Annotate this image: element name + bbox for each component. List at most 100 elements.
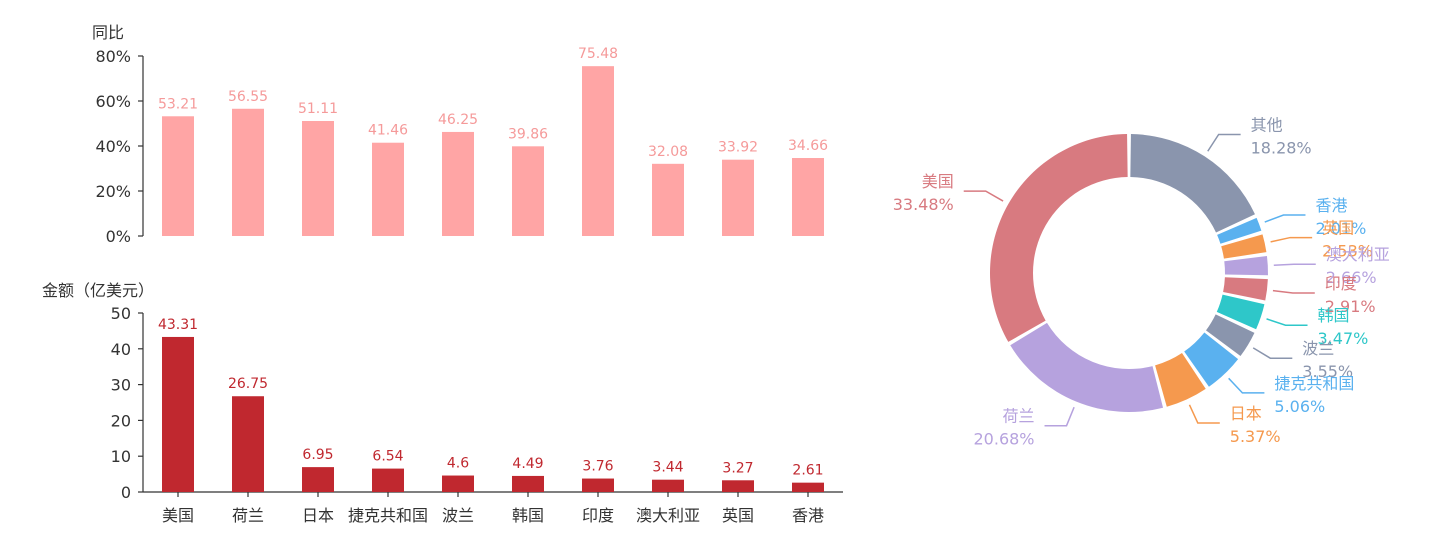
yoy-y-tick-label: 60%: [95, 92, 131, 111]
yoy-value-label: 34.66: [788, 138, 828, 154]
yoy-value-label: 32.08: [648, 144, 688, 160]
yoy-y-tick-label: 40%: [95, 137, 131, 156]
pie-slice: [1155, 353, 1206, 407]
pie-slice: [1217, 217, 1262, 244]
pie-slice-name: 捷克共和国: [1274, 374, 1354, 393]
amount-bar: [232, 396, 264, 492]
yoy-value-label: 41.46: [368, 123, 408, 139]
amount-bar: [162, 336, 194, 492]
amount-x-tick-label: 荷兰: [232, 506, 264, 525]
yoy-value-label: 53.21: [158, 96, 198, 112]
pie-leader-line: [1266, 318, 1308, 326]
pie-slice: [1224, 255, 1268, 276]
yoy-value-label: 46.25: [438, 112, 478, 128]
pie-slice-percent: 3.47%: [1318, 329, 1369, 348]
amount-y-tick-label: 40: [111, 340, 131, 359]
pie-slice-percent: 18.28%: [1251, 138, 1312, 157]
amount-axis-title: 金额（亿美元）: [42, 281, 154, 300]
pie-slice-percent: 33.48%: [893, 195, 954, 214]
pie-leader-line: [1044, 406, 1075, 427]
amount-y-tick-label: 10: [111, 447, 131, 466]
yoy-bar: [722, 159, 754, 236]
amount-value-label: 3.76: [582, 459, 613, 475]
pie-slice-name: 波兰: [1302, 339, 1334, 358]
amount-x-tick-label: 澳大利亚: [636, 506, 700, 525]
pie-leader-line: [1273, 263, 1316, 267]
pie-slice: [1221, 234, 1267, 259]
amount-value-label: 3.44: [652, 460, 683, 476]
yoy-bar: [652, 163, 684, 236]
amount-x-tick-label: 印度: [582, 506, 614, 525]
pie-slice-percent: 2.91%: [1325, 297, 1376, 316]
amount-bar: [652, 479, 684, 492]
pie-slice-percent: 2.66%: [1326, 268, 1377, 287]
pie-slice-percent: 2.01%: [1315, 219, 1366, 238]
yoy-value-label: 56.55: [228, 89, 268, 105]
amount-y-tick-label: 20: [111, 411, 131, 430]
amount-x-tick-label: 日本: [302, 506, 334, 525]
amount-x-tick-label: 波兰: [442, 506, 474, 525]
amount-y-tick-label: 0: [121, 483, 131, 502]
amount-x-tick-label: 香港: [792, 506, 824, 525]
amount-x-tick-label: 英国: [722, 506, 754, 525]
amount-bar: [512, 475, 544, 492]
amount-bar: [582, 478, 614, 492]
pie-slice-name: 香港: [1315, 196, 1347, 215]
yoy-value-label: 75.48: [578, 46, 618, 62]
pie-slice-name: 英国: [1322, 219, 1354, 238]
amount-value-label: 2.61: [792, 463, 823, 479]
yoy-y-tick-label: 80%: [95, 47, 131, 66]
pie-slice-percent: 3.55%: [1302, 362, 1353, 381]
pie-leader-line: [1252, 347, 1293, 359]
pie-slice: [990, 134, 1128, 342]
amount-y-tick-label: 30: [111, 376, 131, 395]
amount-x-tick-label: 美国: [162, 506, 194, 525]
pie-slice: [1010, 322, 1164, 412]
pie-leader-line: [1264, 214, 1306, 223]
amount-bar: [372, 468, 404, 492]
pie-slice: [1223, 277, 1268, 301]
yoy-value-label: 51.11: [298, 101, 338, 117]
yoy-axis-title: 同比: [92, 23, 124, 42]
pie-leader-line: [1207, 133, 1241, 152]
amount-value-label: 6.54: [372, 449, 403, 465]
amount-bar: [792, 482, 824, 492]
amount-x-tick-label: 捷克共和国: [348, 506, 428, 525]
pie-leader-line: [1270, 236, 1313, 243]
pie-slice-percent: 5.06%: [1274, 397, 1325, 416]
amount-y-tick-label: 50: [111, 304, 131, 323]
yoy-bar: [372, 142, 404, 236]
pie-slice: [1216, 294, 1265, 330]
pie-leader-line: [1188, 404, 1220, 424]
yoy-y-tick-label: 0%: [106, 227, 131, 246]
yoy-bar: [302, 121, 334, 236]
amount-value-label: 6.95: [302, 447, 333, 463]
pie-slice: [1130, 134, 1255, 233]
amount-bar: [442, 475, 474, 492]
pie-slice-percent: 20.68%: [974, 430, 1035, 449]
pie-slice-percent: 2.53%: [1322, 242, 1373, 261]
amount-value-label: 43.31: [158, 317, 198, 333]
pie-slice-name: 美国: [922, 172, 954, 191]
amount-value-label: 3.27: [722, 460, 753, 476]
pie-slice-name: 日本: [1230, 404, 1262, 423]
yoy-bar: [442, 131, 474, 236]
pie-slice-name: 澳大利亚: [1326, 245, 1390, 264]
amount-value-label: 4.49: [512, 456, 543, 472]
yoy-value-label: 39.86: [508, 126, 548, 142]
pie-slice: [1205, 314, 1255, 357]
pie-slice-name: 印度: [1325, 274, 1357, 293]
amount-bar: [302, 467, 334, 492]
yoy-bar: [232, 108, 264, 236]
pie-slice-name: 荷兰: [1003, 407, 1035, 426]
yoy-bar: [162, 116, 194, 236]
pie-slice-percent: 5.37%: [1230, 427, 1281, 446]
amount-bar: [722, 480, 754, 492]
pie-leader-line: [963, 190, 1004, 202]
yoy-bar: [512, 146, 544, 236]
pie-slice-name: 韩国: [1318, 306, 1350, 325]
yoy-bar: [792, 158, 824, 236]
pie-leader-line: [1272, 289, 1315, 294]
